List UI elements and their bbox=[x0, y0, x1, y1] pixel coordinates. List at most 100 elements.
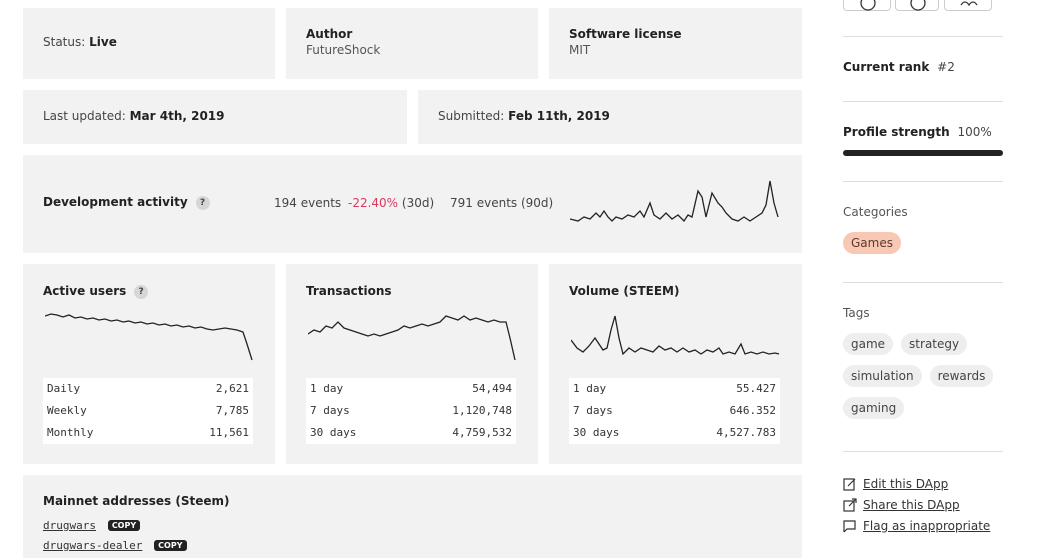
profile-progress-fill bbox=[843, 150, 1003, 156]
active-users-stats: Daily 2,621 Weekly 7,785 Monthly 11,561 bbox=[43, 378, 253, 444]
active-users-sparkline bbox=[45, 313, 253, 361]
divider bbox=[843, 101, 1003, 102]
stat-row: Daily 2,621 bbox=[43, 378, 253, 400]
divider bbox=[843, 451, 1003, 452]
author-value: FutureShock bbox=[306, 43, 381, 57]
profile-progress-bar bbox=[843, 150, 1003, 156]
tag-pill[interactable]: strategy bbox=[901, 333, 968, 355]
volume-sparkline bbox=[571, 315, 780, 356]
share-dapp-link[interactable]: Share this DApp bbox=[843, 494, 1003, 515]
flag-icon bbox=[843, 519, 856, 532]
address-link[interactable]: drugwars bbox=[43, 519, 96, 532]
dev-events-30d: 194 events bbox=[274, 196, 342, 210]
volume-label: Volume (STEEM) bbox=[569, 284, 680, 298]
dev-change: -22.40% bbox=[347, 196, 399, 210]
volume-stats: 1 day 55.427 7 days 646.352 30 days 4,527.7… bbox=[569, 378, 780, 444]
social-icon bbox=[960, 1, 978, 7]
dev-events-90d: 791 events (90d) bbox=[450, 196, 554, 210]
stat-row: 30 days 4,759,532 bbox=[306, 422, 516, 444]
active-users-card: Active users ? Daily 2,621 Weekly 7,785 Mo… bbox=[23, 264, 275, 464]
transactions-stats: 1 day 54,494 7 days 1,120,748 30 days 4,759… bbox=[306, 378, 516, 444]
address-link[interactable]: drugwars-dealer bbox=[43, 539, 143, 552]
divider bbox=[843, 282, 1003, 283]
stat-key: Daily bbox=[47, 382, 81, 395]
license-label: Software license bbox=[569, 27, 682, 41]
transactions-sparkline bbox=[308, 315, 516, 361]
social-button[interactable] bbox=[843, 0, 891, 11]
stat-key: 1 day bbox=[573, 382, 607, 395]
license-value: MIT bbox=[569, 43, 591, 57]
tag-pill[interactable]: rewards bbox=[929, 365, 994, 387]
tags-list: game strategy simulation rewards gaming bbox=[843, 333, 1003, 419]
copy-button[interactable]: COPY bbox=[107, 520, 141, 531]
dev-period-30d: (30d) bbox=[401, 196, 435, 210]
transactions-card: Transactions 1 day 54,494 7 days 1,120,748… bbox=[286, 264, 538, 464]
author-card: Author FutureShock bbox=[286, 8, 538, 79]
status-label: Status: bbox=[43, 35, 86, 49]
tags-label: Tags bbox=[843, 306, 870, 320]
share-icon bbox=[843, 497, 857, 512]
copy-button[interactable]: COPY bbox=[154, 540, 187, 551]
divider bbox=[843, 36, 1003, 37]
mainnet-card: Mainnet addresses (Steem) drugwars COPY … bbox=[23, 475, 802, 558]
submitted-label: Submitted: bbox=[438, 109, 505, 123]
stat-value: 646.352 bbox=[729, 404, 776, 417]
stat-value: 2,621 bbox=[215, 382, 249, 395]
stat-key: 1 day bbox=[310, 382, 344, 395]
stat-value: 55.427 bbox=[736, 382, 776, 395]
dev-activity-card: Development activity ? 194 events -22.40… bbox=[23, 155, 802, 253]
flag-dapp-label: Flag as inappropriate bbox=[863, 518, 991, 533]
stat-value: 54,494 bbox=[472, 382, 512, 395]
stat-value: 4,759,532 bbox=[452, 426, 512, 439]
stat-key: 30 days bbox=[573, 426, 620, 439]
categories-list: Games bbox=[843, 232, 1003, 254]
edit-dapp-link[interactable]: Edit this DApp bbox=[843, 473, 1003, 494]
social-icon bbox=[910, 0, 926, 11]
divider bbox=[843, 181, 1003, 182]
share-dapp-label: Share this DApp bbox=[863, 497, 960, 512]
status-card: Status: Live bbox=[23, 8, 275, 79]
stat-row: 7 days 646.352 bbox=[569, 400, 780, 422]
stat-key: Weekly bbox=[47, 404, 87, 417]
current-rank: Current rank #2 bbox=[843, 60, 1003, 74]
last-updated-label: Last updated: bbox=[43, 109, 126, 123]
stat-row: Monthly 11,561 bbox=[43, 422, 253, 444]
profile-label: Profile strength bbox=[843, 125, 950, 139]
stat-value: 1,120,748 bbox=[452, 404, 512, 417]
social-button[interactable] bbox=[944, 0, 992, 11]
categories-label: Categories bbox=[843, 205, 908, 219]
active-users-help-icon[interactable]: ? bbox=[134, 284, 149, 299]
last-updated-card: Last updated: Mar 4th, 2019 bbox=[23, 90, 407, 144]
stat-row: Weekly 7,785 bbox=[43, 400, 253, 422]
last-updated-value: Mar 4th, 2019 bbox=[129, 109, 225, 123]
flag-dapp-link[interactable]: Flag as inappropriate bbox=[843, 515, 1003, 536]
stat-row: 1 day 54,494 bbox=[306, 378, 516, 400]
tag-pill[interactable]: gaming bbox=[843, 397, 905, 419]
license-card: Software license MIT bbox=[549, 8, 802, 79]
rank-label: Current rank bbox=[843, 60, 930, 74]
edit-dapp-label: Edit this DApp bbox=[863, 476, 949, 491]
active-users-label: Active users bbox=[43, 284, 127, 298]
submitted-card: Submitted: Feb 11th, 2019 bbox=[418, 90, 802, 144]
volume-card: Volume (STEEM) 1 day 55.427 7 days 646.352… bbox=[549, 264, 802, 464]
stat-value: 7,785 bbox=[215, 404, 249, 417]
stat-key: 30 days bbox=[310, 426, 357, 439]
category-pill[interactable]: Games bbox=[843, 232, 901, 254]
stat-value: 4,527.783 bbox=[716, 426, 776, 439]
mainnet-label: Mainnet addresses (Steem) bbox=[43, 494, 230, 508]
status-value: Live bbox=[89, 35, 117, 49]
dev-activity-label: Development activity bbox=[43, 195, 188, 209]
social-button[interactable] bbox=[895, 0, 939, 11]
tag-pill[interactable]: game bbox=[843, 333, 894, 355]
rank-value: #2 bbox=[937, 60, 955, 74]
dev-activity-help-icon[interactable]: ? bbox=[195, 195, 210, 210]
profile-strength: Profile strength 100% bbox=[843, 125, 1003, 139]
submitted-value: Feb 11th, 2019 bbox=[508, 109, 610, 123]
social-icon bbox=[860, 0, 876, 11]
action-links: Edit this DApp Share this DApp Flag as i… bbox=[843, 473, 1003, 536]
stat-row: 30 days 4,527.783 bbox=[569, 422, 780, 444]
tag-pill[interactable]: simulation bbox=[843, 365, 922, 387]
author-label: Author bbox=[306, 27, 353, 41]
edit-icon bbox=[843, 477, 856, 491]
profile-value: 100% bbox=[957, 125, 992, 139]
